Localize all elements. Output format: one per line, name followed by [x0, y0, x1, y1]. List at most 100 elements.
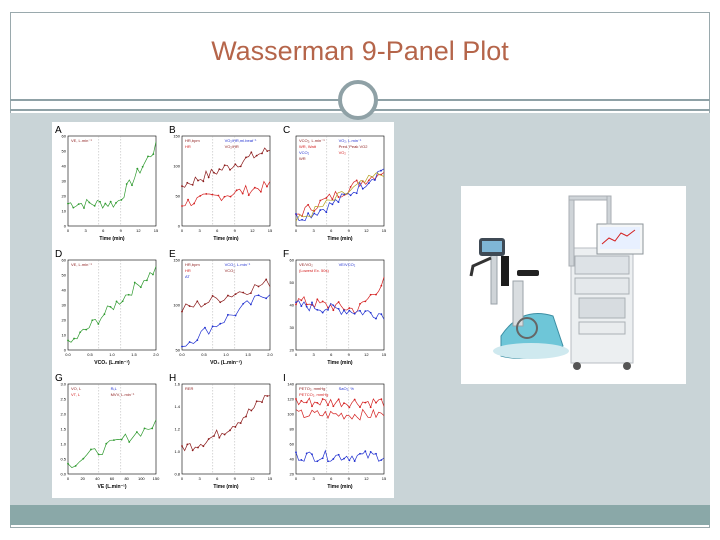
panel-E-ytick: 100: [173, 303, 180, 308]
trace-vco2-vo2-point: [196, 339, 199, 342]
trace-ve-vco2-point: [332, 304, 335, 307]
panel-letter-F: F: [283, 249, 289, 260]
trace-peto2-point: [353, 398, 356, 401]
trace-vt-point: [105, 442, 108, 445]
panel-E-label: VCO₂: [225, 268, 236, 273]
trace-ve-vco2-point: [343, 309, 345, 312]
trace-vco2-point: [361, 187, 364, 190]
trace-rer-point: [239, 422, 242, 424]
trace-hr-point: [186, 181, 189, 184]
trace-ve-vo2-point: [316, 298, 319, 301]
trace-peto2-point: [337, 398, 340, 401]
panel-axes-C: [295, 135, 385, 227]
trace-vo2-point: [307, 203, 310, 206]
trace-ve-vco2: [67, 266, 157, 343]
trace-ve-vo2-point: [337, 301, 340, 303]
trace-vco2-point: [307, 212, 310, 215]
trace-ve: [67, 141, 157, 209]
trace-petco2-point: [364, 450, 367, 453]
panel-A-ytick: 50: [62, 149, 67, 154]
panel-I-ytick: 40: [290, 457, 295, 462]
panel-letter-I: I: [283, 373, 286, 384]
trace-petco2-point: [311, 453, 313, 456]
trace-hr-point: [250, 151, 253, 154]
trace-vco2-vo2-point: [257, 294, 260, 297]
trace-hr-vo2-point: [188, 305, 191, 307]
panel-B-xtick: 6: [216, 228, 219, 233]
trace-ve-point: [72, 206, 75, 209]
slide-title: Wasserman 9-Panel Plot: [211, 36, 509, 66]
trace-peto2-point: [305, 401, 308, 404]
panel-D-xtick: 0.5: [87, 352, 93, 357]
trace-ve-vo2-point: [369, 293, 372, 296]
panel-G-ytick: 0.0: [60, 472, 66, 477]
trace-vt-point: [67, 462, 69, 465]
trace-petco2-point: [380, 459, 383, 461]
panel-E-ytick: 150: [173, 258, 180, 263]
trace-hr-vo2-point: [204, 303, 206, 306]
trace-vt-point: [128, 441, 131, 443]
panel-G-label: VT, L: [71, 392, 81, 397]
trace-vco2-vo2-point: [265, 297, 268, 300]
panel-F-xtick: 15: [382, 352, 387, 357]
trace-ve-vco2-point: [67, 339, 69, 342]
panel-I-label: PETCO₂, mmHg: [299, 392, 328, 397]
panel-E-xtick: 0.0: [179, 352, 185, 357]
panel-F-xtick: 12: [364, 352, 369, 357]
panel-letter-B: B: [169, 125, 176, 136]
panel-I-xtick: 12: [364, 476, 369, 481]
panel-B-label: HR,bpm: [185, 138, 200, 143]
trace-vo2-hr-point: [211, 193, 214, 196]
trace-vo2-point: [349, 185, 352, 188]
panel-A-xtick: 15: [154, 228, 159, 233]
panel-letter-C: C: [283, 125, 290, 136]
panel-C-xtick: 6: [330, 228, 333, 233]
trace-hr-point: [266, 150, 269, 153]
panel-F-ytick: 60: [290, 258, 295, 263]
panel-A-xtick: 0: [67, 228, 70, 233]
panel-E-xtick: 1.5: [245, 352, 251, 357]
trace-ve-vco2-point: [121, 300, 124, 303]
trace-hr-vo2-point: [234, 293, 237, 296]
panel-axes-I: [295, 383, 385, 475]
panel-B-ytick: 100: [173, 164, 180, 169]
trace-vco2-point: [367, 182, 370, 185]
panel-I-label: SaO₂, %: [339, 386, 355, 391]
trace-vt-point: [113, 439, 115, 442]
panel-I-ytick: 60: [290, 442, 295, 447]
trace-rer-point: [213, 435, 215, 437]
trace-ve-vco2-point: [305, 305, 308, 308]
panel-G-label: MVV, L.min⁻¹: [111, 392, 135, 397]
trace-petco2-point: [369, 450, 372, 453]
panel-B-label: VO₂/HR,ml.beat⁻¹: [225, 138, 258, 143]
trace-vt-point: [74, 465, 77, 467]
panel-F-label: VE/VCO₂: [339, 262, 356, 267]
trace-peto2-point: [375, 401, 377, 404]
panel-G-label: VO, L: [71, 386, 82, 391]
trace-rer-point: [245, 415, 247, 418]
trace-rer-point: [250, 409, 253, 412]
panel-A-xtick: 6: [102, 228, 105, 233]
trace-vo2-point: [325, 197, 328, 199]
trace-hr-vo2-point: [249, 292, 252, 295]
panel-A-ytick: 20: [62, 194, 67, 199]
trace-wr: [295, 172, 385, 222]
panel-H-ytick: 1.6: [174, 382, 180, 387]
panel-G-xtick: 60: [110, 476, 115, 481]
trace-rer-point: [186, 443, 189, 446]
trace-petco2-point: [337, 453, 340, 456]
panel-A-xtick: 12: [136, 228, 141, 233]
panel-G-xlabel: VE (L.min⁻¹): [97, 484, 126, 490]
panel-letter-G: G: [55, 373, 63, 384]
panel-F-xtick: 0: [295, 352, 298, 357]
trace-ve-vco2-point: [327, 309, 329, 311]
trace-ve-vco2-point: [109, 305, 112, 308]
panel-G-xtick: 20: [80, 476, 85, 481]
panel-I-xtick: 0: [295, 476, 298, 481]
trace-hr-point: [197, 179, 199, 182]
trace-vo2-hr-point: [181, 205, 183, 207]
trace-vco2-point: [355, 192, 358, 195]
trace-hr-point: [202, 180, 205, 183]
trace-hr-point: [255, 154, 258, 157]
panel-B-label: HR: [185, 144, 191, 149]
